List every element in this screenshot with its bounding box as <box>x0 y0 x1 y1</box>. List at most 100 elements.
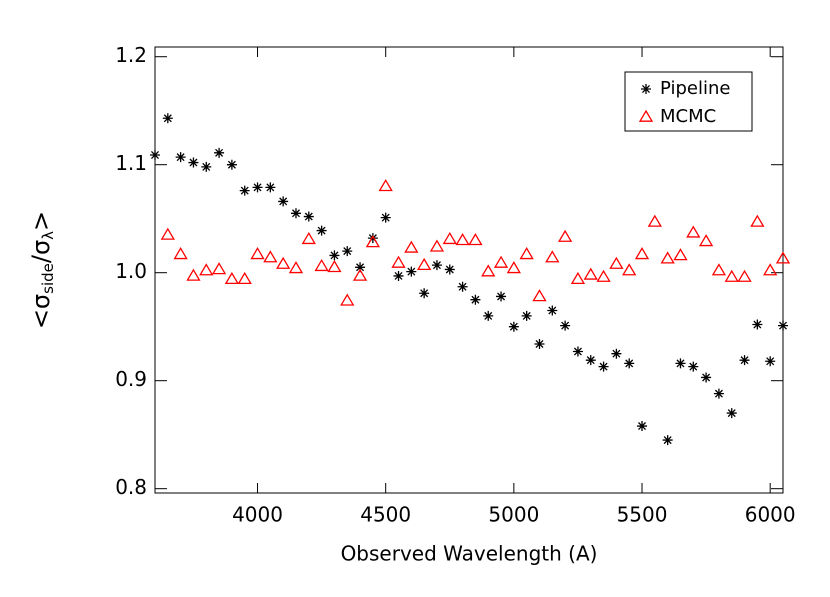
asterisk-point <box>444 264 455 275</box>
asterisk-point <box>778 320 788 331</box>
asterisk-point <box>214 147 225 158</box>
triangle-point <box>638 109 654 122</box>
x-axis-label: Observed Wavelength (A) <box>341 542 598 566</box>
asterisk-point <box>406 266 417 277</box>
triangle-point <box>417 257 432 270</box>
asterisk-point <box>483 310 494 321</box>
asterisk-point <box>419 288 430 299</box>
x-tick-label: 5000 <box>488 503 539 527</box>
triangle-point <box>506 261 521 274</box>
legend-label: MCMC <box>660 106 716 127</box>
asterisk-point <box>278 196 289 207</box>
asterisk-point <box>355 262 366 273</box>
asterisk-point <box>201 161 212 172</box>
asterisk-point <box>739 355 750 366</box>
y-axis-label: <σside/σλ> <box>27 211 57 329</box>
x-tick-label: 5500 <box>617 503 668 527</box>
triangle-point <box>493 255 509 268</box>
y-tick-label: 1.1 <box>115 151 147 175</box>
plot-frame <box>154 46 784 494</box>
asterisk-point <box>252 182 263 193</box>
asterisk-point <box>611 348 622 359</box>
x-tick-label: 6000 <box>745 503 796 527</box>
triangle-point <box>250 247 265 260</box>
triangle-point <box>570 271 586 285</box>
triangle-point <box>750 214 765 227</box>
asterisk-point <box>572 346 583 357</box>
triangle-point <box>455 233 470 246</box>
x-tick-label: 4500 <box>360 503 411 527</box>
asterisk-point <box>765 356 776 367</box>
y-label-part: λ <box>39 231 57 240</box>
asterisk-point <box>188 157 199 168</box>
triangle-point <box>660 251 675 264</box>
asterisk-point <box>431 260 442 271</box>
asterisk-point <box>637 421 648 432</box>
triangle-point <box>698 234 714 247</box>
asterisk-point <box>367 233 378 244</box>
asterisk-point <box>508 321 519 332</box>
triangle-point <box>391 255 406 268</box>
triangle-point <box>724 269 739 282</box>
asterisk-point <box>598 361 609 372</box>
triangle-point <box>352 268 368 281</box>
asterisk-point <box>534 338 545 349</box>
triangle-point <box>711 263 727 276</box>
y-tick-label: 1.2 <box>115 43 147 67</box>
asterisk-point <box>560 320 571 331</box>
asterisk-point <box>641 84 651 94</box>
triangle-point <box>532 289 547 302</box>
triangle-point <box>314 258 329 272</box>
asterisk-point <box>265 182 276 193</box>
asterisk-point <box>547 305 558 316</box>
triangle-point <box>545 250 560 263</box>
x-tick-label: 4000 <box>232 503 283 527</box>
asterisk-point <box>624 358 635 369</box>
asterisk-point <box>226 159 237 170</box>
asterisk-point <box>303 211 314 222</box>
asterisk-point <box>521 310 532 321</box>
triangle-point <box>468 233 483 246</box>
triangle-point <box>442 231 457 245</box>
asterisk-point <box>175 152 186 163</box>
asterisk-point <box>290 208 301 219</box>
asterisk-point <box>316 225 327 236</box>
asterisk-point <box>329 250 340 261</box>
asterisk-point <box>342 246 353 257</box>
triangle-point <box>160 227 175 240</box>
asterisk-point <box>726 408 737 419</box>
y-tick-label: 0.9 <box>115 367 147 391</box>
triangle-point <box>340 293 355 306</box>
asterisk-point <box>701 372 712 383</box>
asterisk-point <box>393 270 404 281</box>
triangle-point <box>224 271 240 285</box>
legend-label: Pipeline <box>660 78 730 99</box>
asterisk-point <box>662 435 673 446</box>
triangle-point <box>634 247 650 260</box>
triangle-point <box>647 214 662 227</box>
triangle-point <box>237 271 252 285</box>
y-tick-label: 0.8 <box>115 475 147 499</box>
y-label-part: <σ <box>27 294 55 329</box>
triangle-point <box>737 269 752 282</box>
asterisk-point <box>713 388 724 399</box>
y-label-part: side <box>39 263 57 294</box>
triangle-point <box>173 247 188 260</box>
triangle-point <box>263 250 278 263</box>
triangle-point <box>365 235 381 248</box>
triangle-point <box>288 261 304 274</box>
triangle-point <box>583 267 598 280</box>
triangle-point <box>327 260 342 273</box>
y-label-part: > <box>27 211 55 231</box>
triangle-point <box>609 256 624 269</box>
asterisk-point <box>162 113 173 124</box>
asterisk-point <box>150 149 160 160</box>
triangle-point <box>557 229 573 242</box>
triangle-point <box>429 239 445 252</box>
y-tick-label: 1.0 <box>115 259 147 283</box>
asterisk-point <box>688 361 699 372</box>
triangle-point <box>378 179 393 192</box>
asterisk-point <box>239 185 250 196</box>
triangle-point <box>301 231 316 245</box>
